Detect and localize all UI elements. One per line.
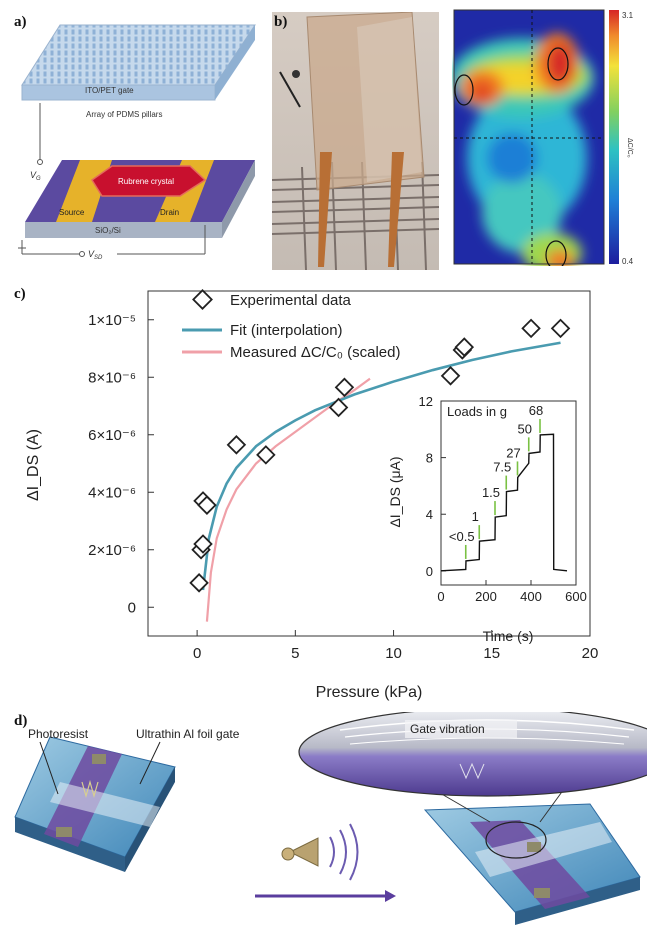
legend: Experimental data Fit (interpolation) Me… — [182, 289, 400, 361]
measured-line — [205, 377, 371, 622]
load-label: 1 — [472, 509, 479, 524]
data-point — [193, 534, 213, 554]
x-tick-label: 5 — [291, 645, 299, 662]
left-lead — [318, 152, 332, 267]
panel-a-schematic: ITO/PET gate Array of PDMS pillars VG Ru… — [18, 24, 256, 261]
data-point — [440, 366, 461, 386]
load-label: 1.5 — [482, 485, 500, 500]
inset-x-tick-label: 400 — [520, 589, 542, 604]
x-tick-label: 15 — [483, 645, 500, 662]
data-point — [334, 377, 355, 398]
main-plot-frame — [147, 290, 591, 637]
data-point — [226, 435, 247, 455]
gate-vibration-label: Gate vibration — [410, 722, 485, 736]
vg-label: VG — [30, 170, 41, 182]
data-point — [550, 318, 571, 339]
colorbar-label: ΔC/C₀ — [626, 138, 633, 158]
load-label: 68 — [529, 403, 543, 418]
x-tick-label: 20 — [582, 645, 599, 662]
foil-gate-label: Ultrathin Al foil gate — [136, 727, 240, 741]
inset-y-tick-label: 4 — [426, 507, 433, 522]
data-point — [454, 337, 475, 357]
colorbar-min: 0.4 — [622, 257, 634, 266]
panel-letter-d: d) — [14, 713, 28, 729]
inset-plot-frame — [440, 400, 577, 586]
inset-x-tick-label: 200 — [475, 589, 497, 604]
y-tick-label: 4×10⁻⁶ — [88, 484, 136, 501]
data-point — [189, 573, 209, 593]
legend-marker-experimental — [192, 289, 213, 310]
touch-point-2 — [547, 47, 569, 81]
inset-background — [440, 399, 578, 585]
current-trace — [440, 433, 568, 572]
zoom-circle — [485, 821, 547, 859]
legend-experimental: Experimental data — [230, 292, 352, 309]
photoresist-label: Photoresist — [28, 727, 89, 741]
data-point — [328, 397, 349, 418]
inset-y-tick-label: 8 — [426, 451, 433, 466]
pillars-label: Array of PDMS pillars — [86, 110, 162, 119]
right-lead — [388, 152, 404, 267]
x-tick-label: 0 — [193, 645, 201, 662]
y-axis-label: ΔI_DS (A) — [25, 429, 42, 501]
y-tick-label: 1×10⁻⁵ — [88, 312, 136, 329]
colorbar-max: 3.1 — [622, 11, 634, 20]
source-label: Source — [59, 208, 85, 217]
load-label: <0.5 — [449, 529, 475, 544]
inset-x-tick-label: 0 — [437, 589, 444, 604]
vsd-label: VSD — [88, 249, 103, 261]
inset-title: Loads in g — [447, 404, 507, 419]
data-point — [521, 318, 541, 339]
crystal-label: Rubrene crystal — [118, 177, 174, 186]
touch-point-1 — [454, 74, 474, 106]
panel-letter-a: a) — [14, 14, 27, 30]
load-label: 50 — [518, 421, 532, 436]
ito-pet-gate — [21, 24, 256, 101]
legend-measured: Measured ΔC/C₀ (scaled) — [230, 344, 400, 361]
x-tick-label: 10 — [385, 645, 402, 662]
inset-y-tick-label: 12 — [419, 394, 433, 409]
legend-fit: Fit (interpolation) — [230, 322, 343, 339]
gate-label: ITO/PET gate — [85, 86, 134, 95]
touch-point-3 — [545, 240, 567, 266]
device-after — [423, 803, 641, 925]
fit-line — [201, 341, 561, 591]
panel-c-chart: 0 5 10 15 2002×10⁻⁶4×10⁻⁶6×10⁻⁶8×10⁻⁶1×10⁻⁵ … — [25, 289, 599, 701]
substrate-label: SiO₂/Si — [95, 226, 121, 235]
inset-x-tick-label: 600 — [565, 589, 587, 604]
rubrene-crystal — [90, 165, 207, 197]
panel-letter-b: b) — [274, 14, 288, 30]
load-label: 27 — [506, 445, 520, 460]
load-label: 7.5 — [493, 460, 511, 475]
inset-x-label: Time (s) — [483, 628, 534, 644]
x-axis-label: Pressure (kPa) — [316, 684, 423, 701]
device-before — [14, 736, 176, 872]
colorbar — [609, 10, 619, 264]
y-tick-label: 6×10⁻⁶ — [88, 427, 136, 444]
y-tick-label: 8×10⁻⁶ — [88, 369, 136, 386]
drain-label: Drain — [160, 208, 179, 217]
inset-y-label: ΔI_DS (μA) — [387, 456, 403, 527]
y-tick-label: 0 — [128, 599, 136, 616]
speaker-icon — [281, 823, 359, 881]
data-point — [256, 445, 276, 465]
panel-d-schematic: Photoresist Ultrathin Al foil gate Gate … — [14, 712, 647, 925]
panel-b-pressure-map: 3.1 0.4 ΔC/C₀ — [452, 9, 634, 266]
panel-letter-c: c) — [14, 286, 26, 302]
panel-b-photo — [272, 12, 439, 270]
data-point — [197, 495, 217, 515]
y-tick-label: 2×10⁻⁶ — [88, 542, 136, 559]
inset-y-tick-label: 0 — [426, 564, 433, 579]
